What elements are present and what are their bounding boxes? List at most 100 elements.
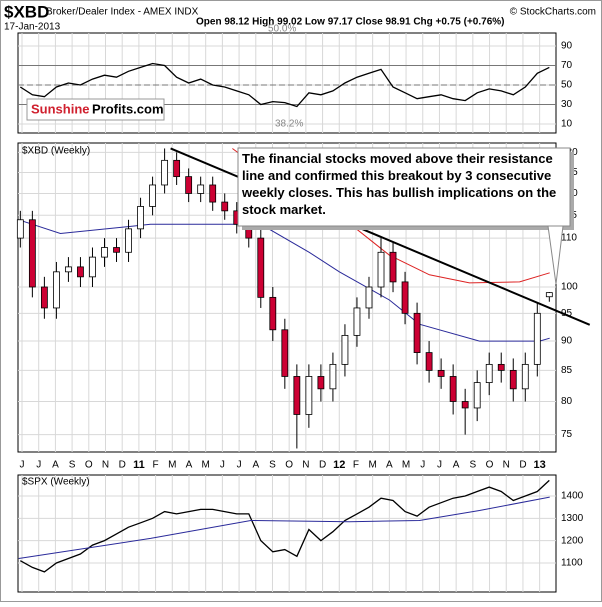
y-tick-label: 85	[561, 365, 573, 376]
candle-body	[317, 376, 325, 390]
y-tick-label: 1200	[561, 535, 584, 546]
fib-label: 50.0%	[268, 24, 296, 35]
candle-body	[40, 286, 48, 309]
y-tick-label: 50	[561, 80, 573, 91]
logo-text: Sunshine	[31, 101, 90, 116]
y-tick-label: 90	[561, 41, 573, 52]
x-tick-label: M	[168, 460, 176, 471]
candle-body	[305, 376, 313, 415]
x-tick-label: O	[486, 460, 494, 471]
candle-body	[257, 237, 265, 298]
panel	[17, 474, 557, 593]
x-tick-label: J	[437, 460, 442, 471]
y-tick-label: 10	[561, 119, 573, 130]
candle-body	[209, 184, 217, 203]
candle-body	[437, 369, 445, 377]
panel-label: $SPX (Weekly)	[22, 477, 90, 488]
x-tick-label: F	[153, 460, 159, 471]
x-tick-label: S	[269, 460, 276, 471]
candle-body	[365, 286, 373, 309]
candle-body	[461, 401, 469, 409]
x-tick-label: M	[368, 460, 376, 471]
y-tick-label: 70	[561, 60, 573, 71]
x-tick-label: A	[186, 460, 193, 471]
x-tick-label: A	[52, 460, 59, 471]
x-tick-label: 13	[534, 459, 546, 471]
panel-label: $XBD (Weekly)	[22, 146, 90, 157]
index-name: Broker/Dealer Index - AMEX INDX	[46, 7, 199, 18]
candle-body	[449, 376, 457, 402]
candle-body	[293, 376, 301, 415]
callout-box	[237, 147, 571, 227]
candle-body	[137, 206, 144, 230]
x-tick-label: J	[36, 460, 41, 471]
callout-text: The financial stocks moved above their r…	[242, 151, 557, 217]
candle-body	[77, 266, 84, 278]
candle-body	[65, 266, 72, 273]
x-tick-label: N	[302, 460, 309, 471]
candle-body	[389, 251, 397, 283]
candle-body	[473, 382, 481, 409]
candle-body	[497, 363, 505, 371]
y-tick-label: 100	[561, 282, 578, 293]
quote: Open 98.12 High 99.02 Low 97.17 Close 98…	[196, 17, 504, 28]
x-tick-label: J	[20, 460, 25, 471]
x-tick-label: D	[519, 460, 526, 471]
x-tick-label: M	[402, 460, 410, 471]
candle-body	[329, 363, 337, 390]
y-tick-label: 110	[561, 233, 577, 244]
y-tick-label: 90	[561, 336, 573, 347]
x-tick-label: N	[102, 460, 109, 471]
line	[19, 479, 550, 573]
x-tick-label: J	[220, 460, 225, 471]
x-tick-label: A	[252, 460, 259, 471]
candle-body	[101, 247, 108, 258]
x-tick-label: 12	[333, 459, 345, 471]
x-tick-label: J	[237, 460, 242, 471]
x-tick-label: M	[202, 460, 210, 471]
x-tick-label: F	[353, 460, 359, 471]
y-tick-label: 1100	[561, 558, 583, 569]
candle-body	[377, 251, 385, 288]
candle-body	[173, 159, 181, 178]
candle-body	[28, 219, 36, 288]
candle-body	[413, 312, 421, 353]
y-tick-label: 30	[561, 99, 573, 110]
x-tick-label: D	[319, 460, 326, 471]
fib-label: 38.2%	[275, 119, 303, 130]
candle-body	[185, 176, 193, 194]
candle-body	[533, 312, 541, 365]
line	[19, 62, 550, 108]
logo-box	[26, 98, 165, 121]
candle-body	[89, 256, 96, 278]
y-tick-label: 80	[561, 396, 573, 407]
date: 17-Jan-2013	[4, 22, 61, 33]
x-tick-label: A	[453, 460, 460, 471]
candle-body	[401, 281, 409, 314]
symbol: $XBD	[4, 2, 49, 21]
y-tick-label: 95	[561, 308, 573, 319]
candle-body	[113, 247, 120, 253]
candle-body	[197, 184, 205, 194]
source: © StockCharts.com	[510, 7, 596, 18]
x-tick-label: O	[85, 460, 93, 471]
y-tick-label: 1400	[561, 491, 584, 502]
candle-body	[125, 228, 132, 253]
candle-body	[269, 296, 277, 331]
candle-body	[521, 363, 529, 390]
candle-body	[485, 363, 493, 384]
y-tick-label: 1300	[561, 513, 584, 524]
candle-body	[509, 369, 517, 390]
candle-body	[221, 201, 229, 212]
candle-body	[545, 292, 553, 298]
callout: The financial stocks moved above their r…	[242, 151, 557, 217]
x-tick-label: N	[503, 460, 510, 471]
candle-body	[161, 159, 169, 186]
line	[18, 496, 550, 559]
candle-body	[341, 334, 349, 365]
x-tick-label: J	[420, 460, 425, 471]
x-tick-label: S	[470, 460, 477, 471]
line	[18, 219, 550, 342]
candle-body	[281, 329, 289, 377]
